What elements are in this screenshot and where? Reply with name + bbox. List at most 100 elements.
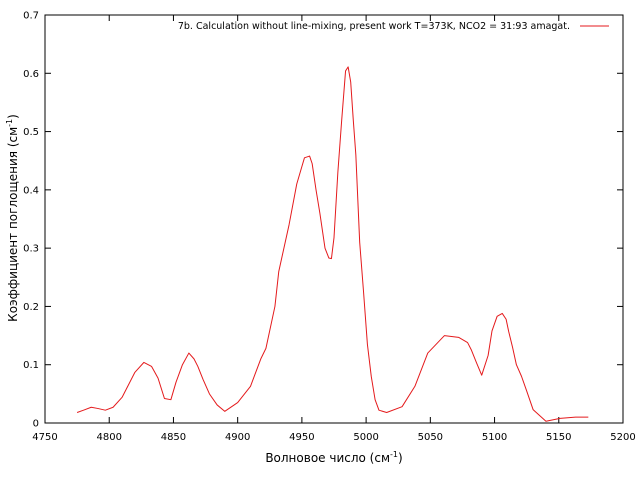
data-point bbox=[497, 316, 498, 317]
data-point bbox=[97, 408, 98, 409]
data-point bbox=[105, 410, 106, 411]
data-point bbox=[182, 364, 183, 365]
data-point bbox=[350, 81, 351, 82]
data-point bbox=[134, 372, 135, 373]
data-point bbox=[301, 166, 302, 167]
data-point bbox=[345, 70, 346, 71]
data-point bbox=[375, 399, 376, 400]
y-axis-title-close: ) bbox=[6, 114, 20, 119]
y-tick-label: 0.2 bbox=[23, 302, 39, 313]
data-point bbox=[355, 154, 356, 155]
data-point bbox=[250, 386, 251, 387]
y-tick-label: 0.7 bbox=[23, 11, 39, 22]
data-point bbox=[157, 378, 158, 379]
data-point bbox=[170, 399, 171, 400]
axis-tick-labels: 4750 4800 4850 4900 4950 5000 5050 5100 5150 5200… bbox=[23, 11, 636, 444]
axis-ticks bbox=[44, 14, 624, 424]
data-point bbox=[588, 417, 589, 418]
data-point bbox=[414, 386, 415, 387]
data-point bbox=[193, 358, 194, 359]
y-tick-label: 0.1 bbox=[23, 360, 39, 371]
data-point bbox=[312, 163, 313, 164]
x-axis-title-sup: -1 bbox=[390, 450, 398, 459]
data-point bbox=[521, 376, 522, 377]
data-point bbox=[296, 183, 297, 184]
data-point bbox=[164, 398, 165, 399]
y-axis-title-sup: -1 bbox=[5, 119, 14, 127]
x-tick-label: 5100 bbox=[482, 432, 507, 443]
data-point bbox=[188, 352, 189, 353]
y-axis-title: Коэффициент поглощения (см-1) bbox=[5, 114, 20, 322]
x-axis-title-close: ) bbox=[398, 451, 403, 465]
data-point bbox=[378, 410, 379, 411]
data-point bbox=[328, 257, 329, 258]
data-point bbox=[363, 291, 364, 292]
x-tick-label: 4950 bbox=[289, 432, 314, 443]
data-point bbox=[224, 411, 225, 412]
y-tick-label: 0.5 bbox=[23, 127, 39, 138]
data-point bbox=[143, 362, 144, 363]
data-point bbox=[532, 409, 533, 410]
x-tick-label: 4900 bbox=[225, 432, 250, 443]
data-point bbox=[175, 382, 176, 383]
data-point bbox=[386, 412, 387, 413]
data-point bbox=[516, 364, 517, 365]
data-point bbox=[331, 258, 332, 259]
series-group bbox=[76, 66, 589, 422]
data-point bbox=[237, 402, 238, 403]
data-point bbox=[197, 366, 198, 367]
plot-frame bbox=[44, 14, 624, 424]
y-axis-title-base: Коэффициент поглощения (см bbox=[6, 127, 20, 322]
data-point bbox=[83, 410, 84, 411]
data-point bbox=[309, 155, 310, 156]
data-point bbox=[217, 404, 218, 405]
data-point bbox=[491, 330, 492, 331]
legend-label: 7b. Calculation without line-mixing, pre… bbox=[178, 21, 570, 32]
data-point bbox=[575, 417, 576, 418]
x-tick-label: 4750 bbox=[32, 432, 57, 443]
data-point bbox=[341, 119, 342, 120]
data-point bbox=[333, 237, 334, 238]
data-point bbox=[367, 344, 368, 345]
data-point bbox=[444, 335, 445, 336]
data-point bbox=[353, 119, 354, 120]
x-tick-label: 5150 bbox=[546, 432, 571, 443]
y-tick-label: 0.4 bbox=[23, 185, 39, 196]
data-point bbox=[545, 421, 546, 422]
x-tick-label: 4800 bbox=[96, 432, 121, 443]
data-point bbox=[112, 407, 113, 408]
data-point bbox=[427, 352, 428, 353]
data-point bbox=[77, 412, 78, 413]
data-point bbox=[476, 362, 477, 363]
data-point bbox=[315, 189, 316, 190]
data-point bbox=[508, 331, 509, 332]
x-tick-label: 5200 bbox=[610, 432, 635, 443]
x-axis-title: Волновое число (см-1) bbox=[265, 450, 402, 465]
data-point bbox=[304, 157, 305, 158]
x-tick-label: 4850 bbox=[161, 432, 186, 443]
data-point bbox=[260, 358, 261, 359]
data-point bbox=[458, 337, 459, 338]
data-point bbox=[91, 407, 92, 408]
x-tick-label: 5000 bbox=[353, 432, 378, 443]
data-point bbox=[471, 350, 472, 351]
y-tick-label: 0.3 bbox=[23, 244, 39, 255]
data-point bbox=[324, 248, 325, 249]
data-point bbox=[526, 390, 527, 391]
data-point bbox=[337, 172, 338, 173]
data-point bbox=[319, 213, 320, 214]
y-tick-label: 0.6 bbox=[23, 69, 39, 80]
data-point bbox=[502, 313, 503, 314]
data-point bbox=[359, 242, 360, 243]
y-tick-label: 0 bbox=[33, 419, 39, 430]
data-point bbox=[274, 306, 275, 307]
data-point bbox=[202, 379, 203, 380]
data-point bbox=[481, 375, 482, 376]
data-point bbox=[488, 355, 489, 356]
data-point bbox=[288, 224, 289, 225]
data-point bbox=[371, 376, 372, 377]
legend: 7b. Calculation without line-mixing, pre… bbox=[178, 21, 609, 32]
data-point bbox=[348, 66, 349, 67]
data-point bbox=[278, 271, 279, 272]
